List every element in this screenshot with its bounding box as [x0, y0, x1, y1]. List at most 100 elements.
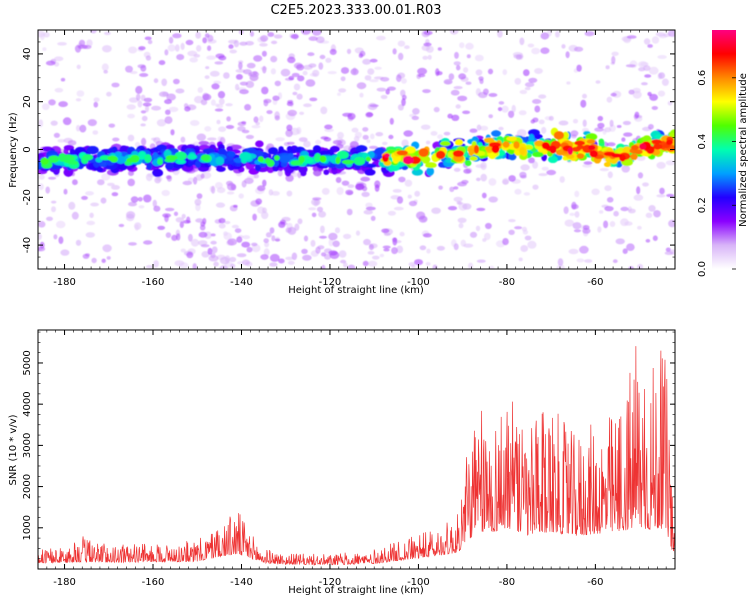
spectrogram-cell [166, 93, 176, 101]
spectrogram-cell [524, 82, 535, 88]
spectrogram-cell [568, 248, 579, 255]
spectrogram-cell [195, 218, 204, 223]
spectrogram-cell [196, 133, 206, 141]
colorbar-label: Normalized spectral amplitude [738, 73, 749, 227]
spectrogram-cell [501, 105, 509, 113]
spectrogram-cell [476, 177, 481, 182]
spectrogram-cell [137, 197, 143, 202]
spectrogram-cell [652, 235, 658, 241]
spectrogram-cell [319, 155, 327, 163]
spectrogram-cell [271, 40, 278, 45]
spectrogram-cell [368, 244, 374, 251]
spectrogram-cell [263, 99, 269, 107]
spectrogram-cell [523, 192, 531, 196]
spectrogram-cell [301, 248, 308, 254]
spectrogram-cell [433, 106, 440, 113]
spectrogram-cell [108, 123, 116, 128]
spectrogram-cell [296, 93, 303, 100]
spectrogram-cell [195, 31, 202, 39]
spectrogram-cell [225, 125, 235, 129]
spectrogram-cell [572, 222, 582, 230]
spectrogram-cell [528, 77, 538, 83]
spectrogram-cell [161, 78, 168, 87]
spectrogram-cell [342, 159, 354, 165]
spectrogram-cell [292, 91, 298, 96]
spectrogram-cell [159, 91, 169, 97]
spectrogram-cell [485, 222, 492, 230]
snr-y-label: SNR (10 * v/v) [8, 414, 19, 485]
spectrogram-cell [391, 247, 398, 255]
spectrogram-y-tick-label: -20 [22, 189, 33, 205]
spectrogram-cell [548, 115, 554, 121]
spectrogram-cell [623, 132, 633, 137]
snr-y-tick-label: 1000 [22, 515, 33, 540]
spectrogram-cell [127, 113, 135, 119]
spectrogram-cell [621, 137, 626, 142]
spectrogram-cell [321, 252, 327, 257]
spectrogram-cell [76, 64, 81, 70]
spectrogram-cell [595, 80, 601, 84]
spectrogram-cell [262, 179, 267, 187]
spectrogram-cell [468, 262, 474, 269]
spectrogram-cell [372, 255, 380, 260]
spectrogram-cell [588, 145, 596, 151]
spectrogram-cell [430, 131, 438, 136]
spectrogram-cell [261, 86, 269, 95]
spectrogram-cell [589, 150, 598, 158]
spectrogram-cell [541, 142, 550, 150]
spectrogram-cell [563, 206, 569, 214]
spectrogram-cell [153, 78, 159, 84]
spectrogram-cell [461, 179, 469, 184]
spectrogram-x-tick-label: -80 [499, 277, 515, 288]
colorbar-tick-label: 0.6 [697, 70, 708, 86]
spectrogram-cell [43, 32, 50, 38]
spectrogram-cell [58, 101, 68, 108]
spectrogram-cell [422, 233, 432, 238]
spectrogram-cell [277, 169, 283, 177]
spectrogram-cell [564, 219, 575, 227]
spectrogram-cell [511, 104, 516, 113]
spectrogram-cell [180, 248, 186, 253]
spectrogram-cell [528, 133, 535, 143]
spectrogram-cell [87, 119, 97, 127]
spectrogram-cell [634, 149, 643, 155]
spectrogram-cell [534, 68, 543, 74]
spectrogram-cell [454, 139, 464, 146]
spectrogram-cell [365, 156, 371, 162]
spectrogram-cell [251, 244, 261, 253]
spectrogram-cell [546, 169, 557, 176]
spectrogram-cell [412, 108, 420, 115]
spectrogram-cell [479, 125, 489, 131]
spectrogram-cell [622, 248, 628, 254]
spectrogram-cell [625, 64, 636, 68]
spectrogram-cell [337, 92, 341, 96]
spectrogram-cell [411, 168, 423, 176]
spectrogram-cell [651, 36, 660, 44]
spectrogram-cell [182, 220, 191, 224]
spectrogram-cell [422, 55, 429, 60]
snr-x-tick-label: -80 [499, 577, 515, 588]
spectrogram-cell [382, 245, 391, 249]
spectrogram-cell [128, 242, 137, 246]
spectrogram-cell [246, 62, 256, 69]
spectrogram-cell [174, 260, 185, 267]
spectrogram-cell [580, 99, 587, 108]
spectrogram-cell [280, 68, 291, 77]
spectrogram-cell [265, 232, 272, 238]
spectrogram-cell [182, 180, 193, 186]
spectrogram-cell [340, 67, 350, 74]
spectrogram-cell [45, 186, 50, 194]
spectrogram-cell [462, 203, 472, 210]
spectrogram-cell [321, 264, 326, 269]
spectrogram-cell [308, 207, 317, 211]
spectrogram-cell [312, 145, 322, 153]
spectrogram-cell [285, 129, 293, 137]
spectrogram-cell [252, 213, 257, 221]
spectrogram-cell [457, 95, 468, 102]
spectrogram-cell [234, 228, 242, 234]
spectrogram-cell [275, 137, 285, 142]
spectrogram-cell [542, 148, 548, 155]
spectrogram-cell [225, 103, 233, 107]
spectrogram-cell [151, 105, 162, 111]
spectrogram-cell [323, 137, 332, 142]
